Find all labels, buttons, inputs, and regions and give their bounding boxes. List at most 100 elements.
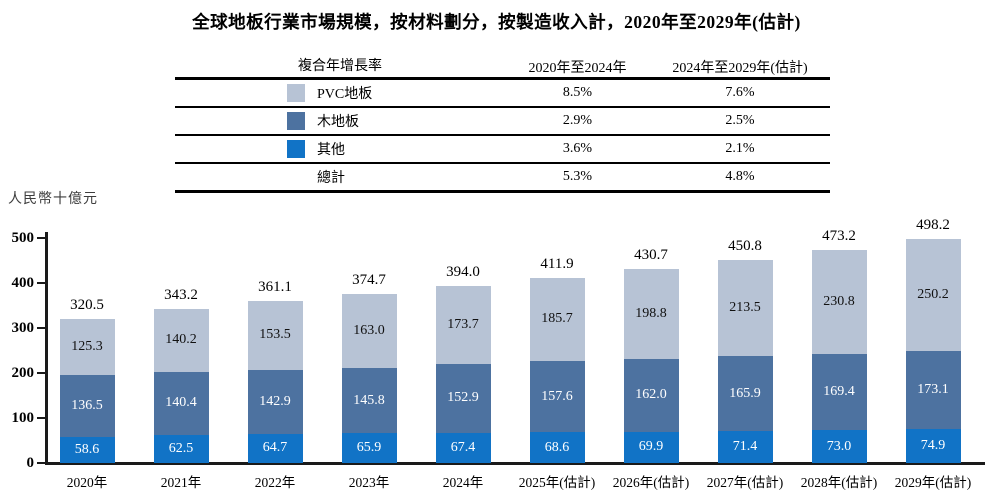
cagr-row-total: 總計 5.3% 4.8%	[175, 164, 830, 193]
bar-segment-label: 163.0	[353, 323, 385, 339]
bar-2020: 58.6 136.5 125.3	[59, 318, 115, 463]
bar-segment-label: 125.3	[71, 339, 103, 355]
bar-segment-pvc-2028: 230.8	[811, 250, 867, 354]
bar-segment-label: 71.4	[732, 438, 758, 454]
x-axis-label-2025: 2025年(估計)	[518, 475, 596, 490]
bar-segment-other-2021: 62.5	[153, 434, 209, 463]
x-axis-label-2029: 2029年(估計)	[894, 475, 972, 490]
bar-2023: 65.9 145.8 163.0	[341, 294, 397, 463]
bar-total-label-2024: 394.0	[446, 263, 480, 280]
bar-segment-label: 74.9	[920, 438, 946, 454]
bar-segment-wood-2029: 173.1	[905, 351, 961, 430]
y-axis-tick-label: 0	[26, 455, 35, 471]
cagr-row-wood: 木地板 2.9% 2.5%	[175, 108, 830, 136]
legend-label-other: 其他	[317, 143, 345, 158]
bar-segment-other-2029: 74.9	[905, 429, 961, 463]
cagr-value-wood-1: 2.9%	[562, 113, 593, 128]
bar-2022: 64.7 142.9 153.5	[247, 300, 303, 463]
bar-segment-other-2024: 67.4	[435, 432, 491, 463]
y-axis-unit-label: 人民幣十億元	[8, 192, 98, 207]
bar-segment-label: 69.9	[638, 439, 664, 455]
bar-segment-wood-2020: 136.5	[59, 375, 115, 437]
legend-swatch-other	[287, 140, 305, 158]
bar-segment-pvc-2020: 125.3	[59, 318, 115, 376]
bar-segment-label: 157.6	[541, 388, 573, 404]
bar-segment-label: 153.5	[259, 327, 291, 343]
bar-segment-label: 142.9	[259, 393, 291, 409]
bar-segment-label: 198.8	[635, 305, 667, 321]
y-axis-tick	[37, 282, 45, 284]
legend-swatch-wood	[287, 112, 305, 130]
bar-total-label-2025: 411.9	[540, 255, 574, 272]
cagr-value-other-2: 2.1%	[725, 141, 755, 156]
bar-segment-label: 173.1	[917, 382, 949, 398]
bar-2021: 62.5 140.4 140.2	[153, 308, 209, 463]
bar-segment-pvc-2029: 250.2	[905, 238, 961, 352]
bar-total-label-2028: 473.2	[822, 228, 856, 245]
bar-segment-label: 62.5	[168, 440, 194, 456]
bar-segment-pvc-2023: 163.0	[341, 294, 397, 368]
y-axis-tick	[37, 237, 45, 239]
bar-segment-label: 58.6	[74, 441, 100, 457]
bar-2028: 73.0 169.4 230.8	[811, 250, 867, 463]
bar-2026: 69.9 162.0 198.8	[623, 269, 679, 463]
y-axis-tick-label: 400	[11, 275, 35, 291]
x-axis-label-2027: 2027年(估計)	[706, 475, 784, 490]
y-axis-tick	[37, 372, 45, 374]
bar-segment-label: 169.4	[823, 384, 855, 400]
x-axis-label-2024: 2024年	[442, 475, 484, 490]
bar-segment-other-2022: 64.7	[247, 433, 303, 463]
y-axis-tick	[37, 417, 45, 419]
bar-segment-label: 162.0	[635, 387, 667, 403]
bar-segment-wood-2021: 140.4	[153, 371, 209, 435]
total-row-label: 總計	[317, 171, 345, 186]
bar-total-label-2029: 498.2	[916, 216, 950, 233]
y-axis-tick-label: 300	[11, 320, 35, 336]
bar-segment-label: 136.5	[71, 397, 103, 413]
bar-segment-label: 213.5	[729, 300, 761, 316]
y-axis-tick	[37, 327, 45, 329]
bar-segment-label: 230.8	[823, 294, 855, 309]
cagr-table-header: 複合年增長率 2020年至2024年 2024年至2029年(估計)	[175, 56, 830, 80]
bar-segment-label: 140.4	[165, 395, 197, 411]
x-axis-label-2023: 2023年	[348, 475, 390, 490]
bar-segment-other-2023: 65.9	[341, 433, 397, 463]
bar-segment-label: 165.9	[729, 385, 761, 401]
bar-segment-label: 65.9	[356, 440, 382, 456]
bar-total-label-2020: 320.5	[70, 296, 104, 313]
bar-total-label-2021: 343.2	[164, 286, 198, 303]
bar-segment-label: 73.0	[826, 438, 852, 454]
bar-segment-pvc-2021: 140.2	[153, 308, 209, 372]
bar-segment-pvc-2027: 213.5	[717, 260, 773, 357]
x-axis-label-2026: 2026年(估計)	[612, 475, 690, 490]
bar-segment-label: 173.7	[447, 316, 479, 332]
bar-segment-other-2025: 68.6	[529, 432, 585, 463]
bar-segment-label: 68.6	[544, 439, 570, 455]
y-axis-tick-label: 500	[11, 230, 35, 246]
bar-segment-wood-2027: 165.9	[717, 356, 773, 431]
cagr-row-pvc: PVC地板 8.5% 7.6%	[175, 80, 830, 108]
bar-segment-label: 250.2	[917, 287, 949, 303]
cagr-value-pvc-2: 7.6%	[725, 85, 755, 100]
bar-segment-pvc-2025: 185.7	[529, 277, 585, 362]
cagr-row-other: 其他 3.6% 2.1%	[175, 136, 830, 164]
bar-total-label-2027: 450.8	[728, 238, 762, 255]
bar-segment-label: 140.2	[165, 332, 197, 348]
cagr-value-total-1: 5.3%	[562, 169, 593, 184]
cagr-value-total-2: 4.8%	[725, 169, 755, 184]
bar-total-label-2023: 374.7	[352, 272, 386, 289]
cagr-value-other-1: 3.6%	[562, 141, 593, 156]
bar-segment-label: 64.7	[262, 440, 288, 456]
bar-segment-other-2026: 69.9	[623, 431, 679, 463]
bar-segment-wood-2024: 152.9	[435, 363, 491, 433]
bar-2024: 67.4 152.9 173.7	[435, 285, 491, 463]
bar-segment-wood-2026: 162.0	[623, 358, 679, 432]
y-axis-tick	[37, 462, 45, 464]
legend-label-pvc: PVC地板	[317, 87, 373, 102]
bar-segment-other-2020: 58.6	[59, 436, 115, 463]
bar-segment-other-2028: 73.0	[811, 430, 867, 463]
legend-label-wood: 木地板	[317, 115, 359, 130]
cagr-value-pvc-1: 8.5%	[562, 85, 593, 100]
